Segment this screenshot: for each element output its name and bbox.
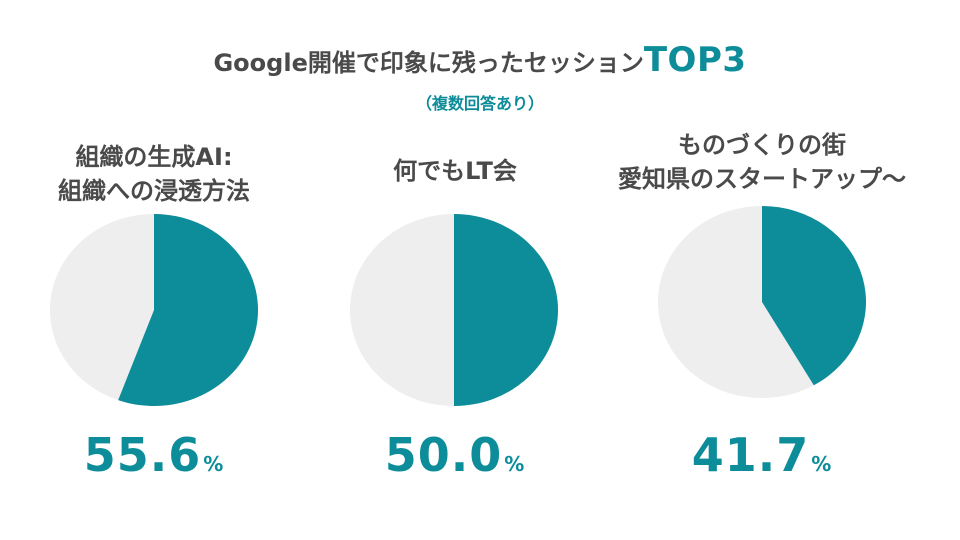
- pie-slice-value: [762, 206, 867, 386]
- session-1-label: 組織の生成AI: 組織への浸透方法: [4, 140, 304, 208]
- pie-slice-value: [454, 214, 558, 406]
- session-3-pie: [658, 206, 867, 398]
- session-1-percentage: 55.6%: [4, 428, 304, 482]
- session-3-percentage: 41.7%: [612, 428, 912, 482]
- session-2-value: 50.0: [384, 428, 503, 482]
- pie-slice-value: [118, 214, 258, 406]
- session-1-unit: %: [203, 452, 225, 476]
- session-2-label: 何でもLT会: [305, 154, 605, 188]
- session-2-percentage: 50.0%: [305, 428, 605, 482]
- session-3-unit: %: [811, 452, 833, 476]
- title-main: Google開催で印象に残ったセッション: [213, 49, 644, 77]
- session-2-label-line-1: 何でもLT会: [393, 157, 517, 185]
- session-2: 何でもLT会 50.0%: [305, 0, 605, 540]
- session-1-label-line-2: 組織への浸透方法: [58, 177, 250, 205]
- session-1-label-line-1: 組織の生成AI:: [75, 143, 233, 171]
- session-3-label: ものづくりの街 愛知県のスタートアップ〜: [612, 128, 912, 196]
- session-1-value: 55.6: [83, 428, 202, 482]
- session-2-unit: %: [504, 452, 526, 476]
- session-1: 組織の生成AI: 組織への浸透方法 55.6%: [4, 0, 304, 540]
- chart-title: Google開催で印象に残ったセッションTOP3: [0, 40, 960, 80]
- session-1-pie: [50, 214, 258, 406]
- session-2-pie: [350, 214, 558, 406]
- session-3: ものづくりの街 愛知県のスタートアップ〜 41.7%: [612, 0, 912, 540]
- title-accent: TOP3: [643, 40, 747, 80]
- session-3-label-line-2: 愛知県のスタートアップ〜: [618, 165, 906, 193]
- chart-subtitle: （複数回答あり）: [415, 94, 544, 113]
- session-3-value: 41.7: [691, 428, 810, 482]
- session-3-label-line-1: ものづくりの街: [678, 131, 846, 159]
